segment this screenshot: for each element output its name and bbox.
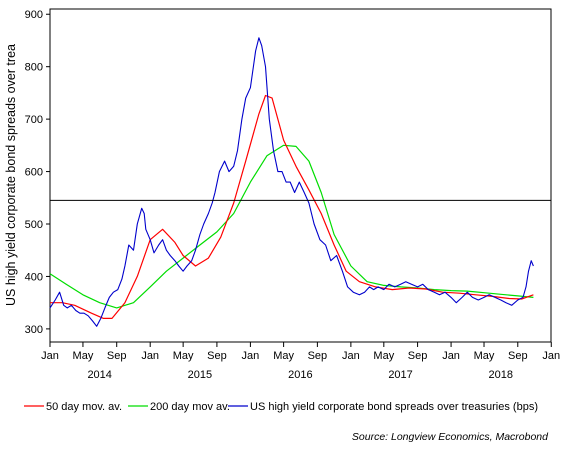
y-tick-label: 700 — [25, 114, 43, 126]
legend: 50 day mov. av. 200 day mov av. US high … — [24, 401, 538, 413]
y-tick-label: 400 — [25, 271, 43, 283]
x-tick-label: May — [273, 350, 294, 362]
x-tick-label: Sep — [508, 350, 528, 362]
legend-label-spreads: US high yield corporate bond spreads ove… — [250, 401, 538, 413]
y-tick-label: 800 — [25, 62, 43, 74]
plot-frame — [49, 8, 552, 343]
x-tick-label: Sep — [107, 350, 127, 362]
x-year-label: 2018 — [489, 369, 513, 381]
x-tick-label: May — [474, 350, 495, 362]
series-line-50day — [50, 94, 534, 319]
legend-label-200day: 200 day mov av. — [150, 401, 230, 413]
source-note: Source: Longview Economics, Macrobond — [352, 431, 549, 443]
x-axis: Jan May Sep Jan May Sep Jan May Sep Jan May Sep Jan M… — [41, 342, 560, 381]
x-tick-label: Sep — [207, 350, 227, 362]
y-tick-label: 500 — [25, 219, 43, 231]
x-year-label: 2014 — [87, 369, 111, 381]
y-axis: 300 400 500 600 700 800 900 — [25, 9, 50, 336]
y-axis-label: US high yield corporate bond spreads ove… — [4, 44, 18, 306]
series-line-200day — [49, 144, 534, 309]
x-tick-label: Jan — [542, 350, 560, 362]
x-tick-label: May — [373, 350, 394, 362]
x-tick-label: Jan — [41, 350, 59, 362]
x-tick-label: Sep — [308, 350, 328, 362]
y-tick-label: 600 — [25, 167, 43, 179]
x-year-label: 2016 — [288, 369, 312, 381]
x-tick-label: Sep — [408, 350, 428, 362]
y-tick-label: 900 — [25, 9, 43, 21]
x-tick-label: Jan — [242, 350, 260, 362]
x-tick-label: May — [173, 350, 194, 362]
series-layer — [49, 37, 534, 327]
x-tick-label: Jan — [141, 350, 159, 362]
legend-label-50day: 50 day mov. av. — [46, 401, 122, 413]
x-tick-label: May — [73, 350, 94, 362]
x-year-label: 2017 — [388, 369, 412, 381]
x-tick-label: Jan — [442, 350, 460, 362]
series-line-spreads — [49, 37, 534, 327]
x-tick-label: Jan — [342, 350, 360, 362]
y-tick-label: 300 — [25, 324, 43, 336]
x-year-label: 2015 — [188, 369, 212, 381]
